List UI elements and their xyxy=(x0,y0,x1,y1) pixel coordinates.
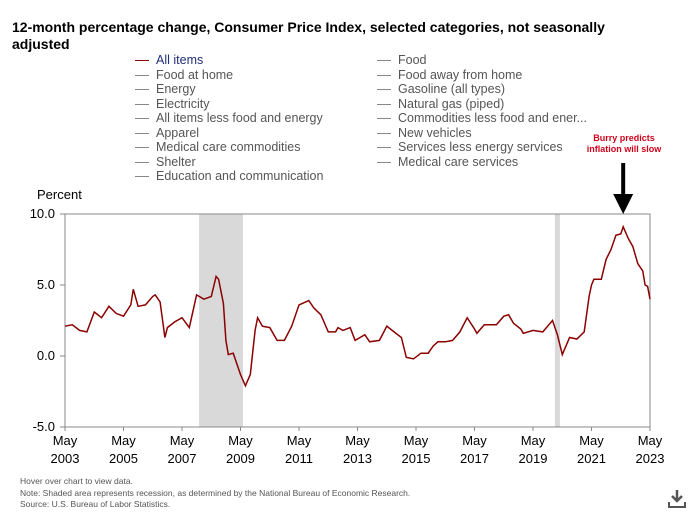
legend-swatch xyxy=(377,161,391,163)
x-tick-label: May 2005 xyxy=(109,433,138,466)
legend-item[interactable]: New vehicles xyxy=(377,126,472,140)
x-tick-label: May 2011 xyxy=(285,433,313,466)
legend-label: All items less food and energy xyxy=(156,111,323,125)
x-tick-label: May 2009 xyxy=(226,433,255,466)
legend-swatch xyxy=(377,74,391,76)
legend-item[interactable]: Food away from home xyxy=(377,68,522,82)
legend-item[interactable]: Food at home xyxy=(135,68,233,82)
legend-label: Food away from home xyxy=(398,67,523,82)
legend-item[interactable]: Services less energy services xyxy=(377,140,563,154)
x-tick-label: May 2013 xyxy=(343,433,372,466)
y-tick-label: 5.0 xyxy=(36,277,55,292)
annotation: Burry predicts inflation will slow xyxy=(586,133,662,154)
legend-swatch xyxy=(135,132,149,134)
legend-label: Shelter xyxy=(156,154,196,169)
legend-item[interactable]: Electricity xyxy=(135,97,209,111)
footnote: Hover over chart to view data. xyxy=(20,476,133,486)
legend-item[interactable]: Shelter xyxy=(135,155,196,169)
legend-label: Energy xyxy=(156,82,196,96)
y-tick-label: 10.0 xyxy=(29,206,55,221)
chart-title: 12-month percentage change, Consumer Pri… xyxy=(12,19,605,52)
legend-swatch xyxy=(135,103,149,105)
legend-label: Medical care commodities xyxy=(156,140,301,154)
legend-label: All items xyxy=(156,53,204,67)
legend-label: Apparel xyxy=(156,125,200,140)
footnote: Note: Shaded area represents recession, … xyxy=(20,487,411,498)
legend-swatch xyxy=(135,176,149,178)
legend-item[interactable]: Energy xyxy=(135,82,196,96)
legend-item[interactable]: Gasoline (all types) xyxy=(377,82,505,96)
x-tick-label: May 2003 xyxy=(50,433,80,466)
legend-label: Commodities less food and ener... xyxy=(398,111,587,125)
legend-swatch xyxy=(377,89,391,91)
legend-label: Services less energy services xyxy=(398,140,563,154)
recession-shade xyxy=(199,214,243,427)
legend-item[interactable]: Medical care commodities xyxy=(135,140,301,154)
y-tick-label: 0.0 xyxy=(36,348,55,363)
legend-swatch xyxy=(135,74,149,76)
y-axis-label: Percent xyxy=(37,187,82,202)
legend-item[interactable]: Natural gas (piped) xyxy=(377,97,504,111)
legend-label: Natural gas (piped) xyxy=(398,96,505,111)
legend-item[interactable]: All items xyxy=(135,53,203,67)
legend-swatch xyxy=(135,118,149,120)
legend-item[interactable]: Apparel xyxy=(135,126,199,140)
x-tick-label: May 2007 xyxy=(167,433,197,466)
legend-item[interactable]: Commodities less food and ener... xyxy=(377,111,587,125)
x-tick-label: May 2019 xyxy=(518,433,548,466)
legend-label: Electricity xyxy=(156,96,210,111)
legend-item[interactable]: Education and communication xyxy=(135,169,323,183)
legend-label: Education and communication xyxy=(156,169,324,183)
legend-label: Food at home xyxy=(156,67,234,82)
legend-swatch xyxy=(377,132,391,134)
x-tick-label: May 2015 xyxy=(401,433,431,466)
legend-label: Food xyxy=(398,53,427,67)
annotation-arrowhead xyxy=(613,194,634,214)
download-icon[interactable] xyxy=(666,488,688,510)
legend-swatch xyxy=(135,60,149,62)
legend-swatch xyxy=(377,103,391,105)
data-line xyxy=(64,224,651,388)
legend-label: Medical care services xyxy=(398,154,519,169)
legend-swatch xyxy=(135,89,149,91)
legend-swatch xyxy=(377,147,391,149)
legend-label: Gasoline (all types) xyxy=(398,82,505,96)
footnote: Source: U.S. Bureau of Labor Statistics. xyxy=(20,499,171,509)
x-tick-label: May 2017 xyxy=(460,433,489,466)
y-tick-label: -5.0 xyxy=(32,419,55,434)
plot-frame xyxy=(64,213,651,428)
legend-swatch xyxy=(377,60,391,62)
x-tick-label: May 2023 xyxy=(635,433,665,466)
legend-item[interactable]: Food xyxy=(377,53,427,67)
legend-label: New vehicles xyxy=(398,125,472,140)
recession-shade xyxy=(554,214,560,427)
x-tick-label: May 2021 xyxy=(577,433,606,466)
legend-swatch xyxy=(135,161,149,163)
legend-item[interactable]: Medical care services xyxy=(377,155,518,169)
legend-item[interactable]: All items less food and energy xyxy=(135,111,323,125)
legend-swatch xyxy=(377,118,391,120)
legend-swatch xyxy=(135,147,149,149)
